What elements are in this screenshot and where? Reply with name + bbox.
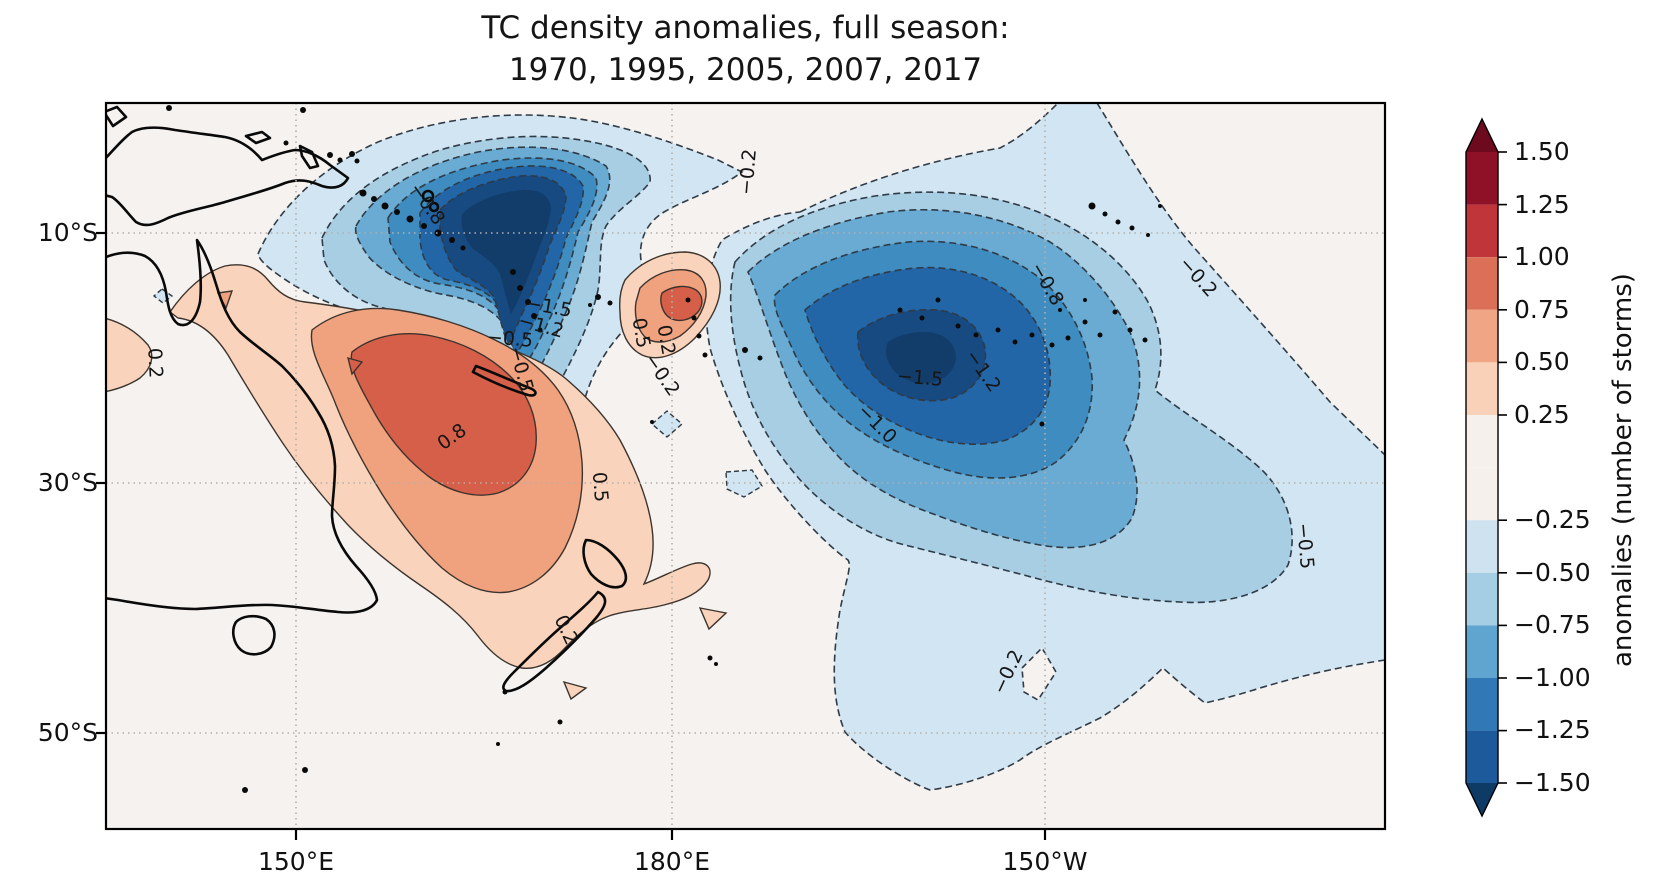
colorbar: [1465, 117, 1507, 818]
contour-label: −0.2: [735, 148, 761, 196]
negative-contour-lines: [705, 103, 1385, 791]
axes-frame: [104, 101, 1387, 831]
colorbar-extend-over: [1466, 119, 1498, 152]
x-tick-150e: 150°E: [257, 847, 334, 876]
colorbar-tick-label: −1.50: [1514, 768, 1591, 797]
colorbar-ticks: [1498, 151, 1507, 784]
colorbar-tick-label: 1.50: [1514, 137, 1570, 166]
positive-anomaly-fills: [106, 251, 728, 701]
y-tick-30s: 30°S: [37, 468, 98, 497]
colorbar-tick-label: 1.25: [1514, 190, 1570, 219]
contour-label: −1.5: [896, 365, 944, 391]
colorbar-tick-label: −0.50: [1514, 558, 1591, 587]
graticule: [106, 103, 1385, 829]
coastlines: [106, 105, 628, 693]
colorbar-axis-label: anomalies (number of storms): [1608, 273, 1638, 667]
contour-label: 0.5: [587, 470, 613, 504]
colorbar-tick-label: −1.25: [1514, 715, 1591, 744]
figure-title-line1: TC density anomalies, full season:: [481, 10, 1010, 46]
colorbar-tick-label: 1.00: [1514, 242, 1570, 271]
negative-anomaly-fills: [152, 103, 1385, 790]
y-tick-10s: 10°S: [37, 218, 98, 247]
colorbar-tick-label: −0.25: [1514, 505, 1591, 534]
x-tick-150w: 150°W: [1002, 847, 1088, 876]
y-tick-50s: 50°S: [37, 718, 98, 747]
contour-label: −0.5: [1292, 522, 1318, 570]
x-tick-180e: 180°E: [633, 847, 710, 876]
colorbar-tick-label: −1.00: [1514, 663, 1591, 692]
island-dots: [166, 105, 1162, 793]
colorbar-tick-label: 0.75: [1514, 295, 1570, 324]
axis-ticks: [96, 231, 1047, 840]
contour-label: 0.2: [143, 347, 167, 379]
colorbar-tick-label: −0.75: [1514, 610, 1591, 639]
colorbar-tick-label: 0.50: [1514, 347, 1570, 376]
colorbar-extend-under: [1466, 783, 1498, 816]
colorbar-tick-label: 0.25: [1514, 400, 1570, 429]
figure-title-line2: 1970, 1995, 2005, 2007, 2017: [508, 52, 983, 88]
